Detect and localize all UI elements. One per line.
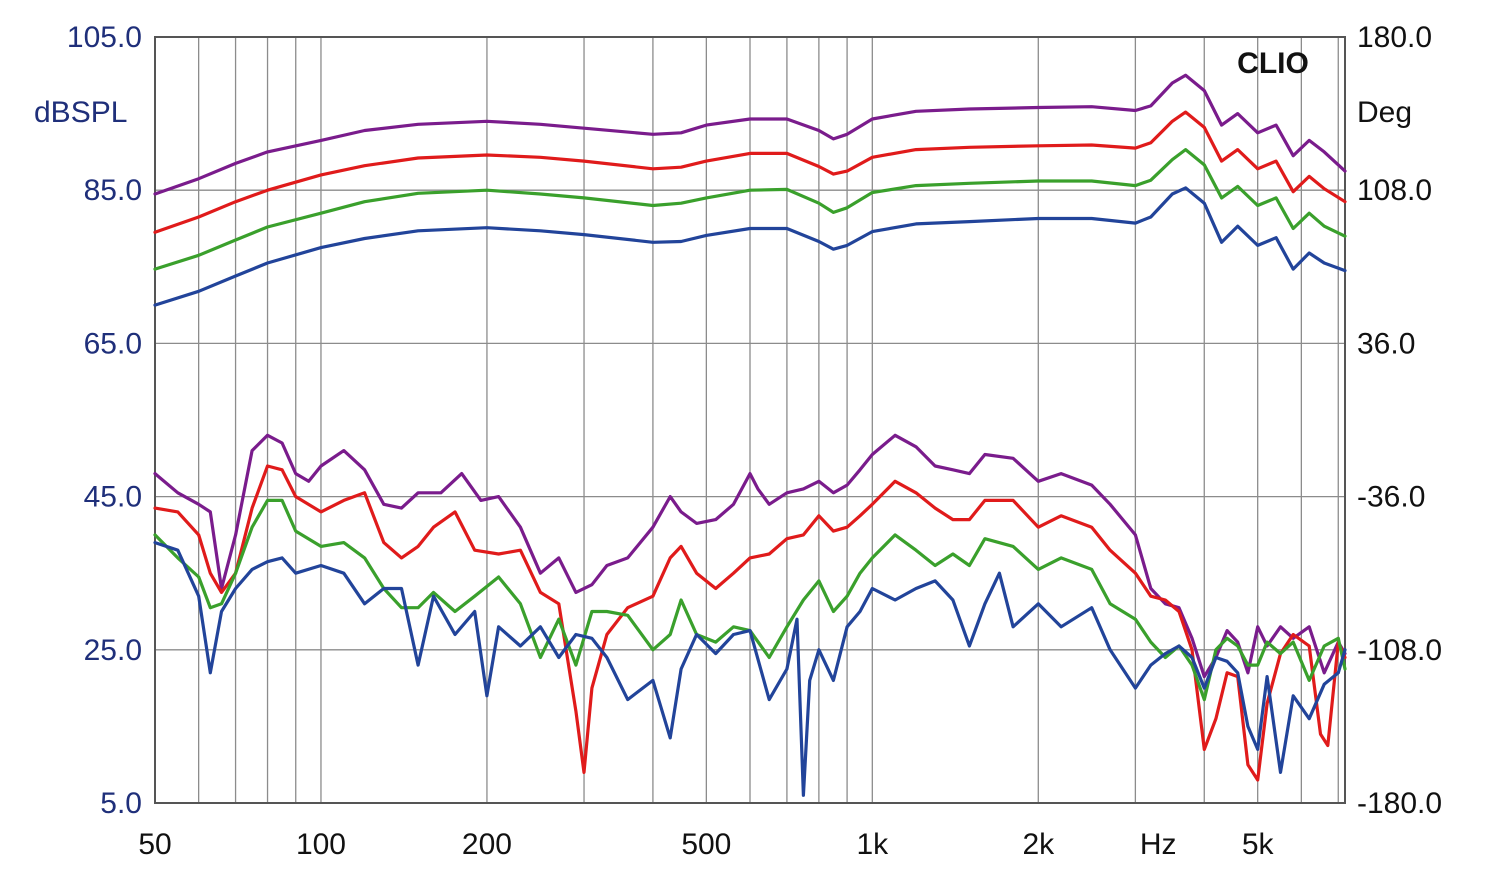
- right-axis-unit: Deg: [1357, 96, 1412, 129]
- series-line-3: [153, 148, 1347, 271]
- right-tick-label: 180.0: [1357, 21, 1432, 54]
- left-tick-label: 105.0: [67, 21, 142, 54]
- series-line-6: [153, 464, 1347, 782]
- left-tick-label: 25.0: [84, 634, 142, 667]
- x-tick-label: 5k: [1242, 828, 1275, 861]
- left-tick-label: 65.0: [84, 327, 142, 360]
- x-tick-label: 50: [138, 828, 171, 861]
- right-tick-label: -108.0: [1357, 634, 1442, 667]
- series-line-8: [153, 541, 1347, 797]
- x-tick-label: 500: [681, 828, 731, 861]
- left-axis-unit: dBSPL: [34, 96, 127, 129]
- x-tick-label: 1k: [856, 828, 889, 861]
- series-group: [153, 73, 1347, 797]
- series-line-7: [153, 498, 1347, 702]
- x-tick-label: 2k: [1022, 828, 1055, 861]
- right-tick-label: 36.0: [1357, 327, 1415, 360]
- x-axis-ticks: 50 100 200 500 1k 2k 5k: [138, 828, 1274, 861]
- left-tick-label: 45.0: [84, 481, 142, 514]
- right-axis-ticks: 180.0 108.0 36.0 -36.0 -108.0 -180.0: [1357, 21, 1442, 820]
- series-line-4: [153, 186, 1347, 307]
- plot-frame: [154, 36, 1346, 804]
- right-tick-label: -180.0: [1357, 787, 1442, 820]
- series-line-1: [153, 73, 1347, 196]
- x-axis-unit: Hz: [1140, 828, 1177, 861]
- brand-label: CLIO: [1237, 47, 1309, 80]
- x-tick-label: 200: [462, 828, 512, 861]
- series-line-2: [153, 110, 1347, 234]
- right-tick-label: -36.0: [1357, 481, 1425, 514]
- series-line-5: [153, 433, 1347, 679]
- right-tick-label: 108.0: [1357, 174, 1432, 207]
- x-tick-label: 100: [296, 828, 346, 861]
- left-axis-ticks: 105.0 85.0 65.0 45.0 25.0 5.0: [67, 21, 142, 820]
- left-tick-label: 5.0: [100, 787, 142, 820]
- left-tick-label: 85.0: [84, 174, 142, 207]
